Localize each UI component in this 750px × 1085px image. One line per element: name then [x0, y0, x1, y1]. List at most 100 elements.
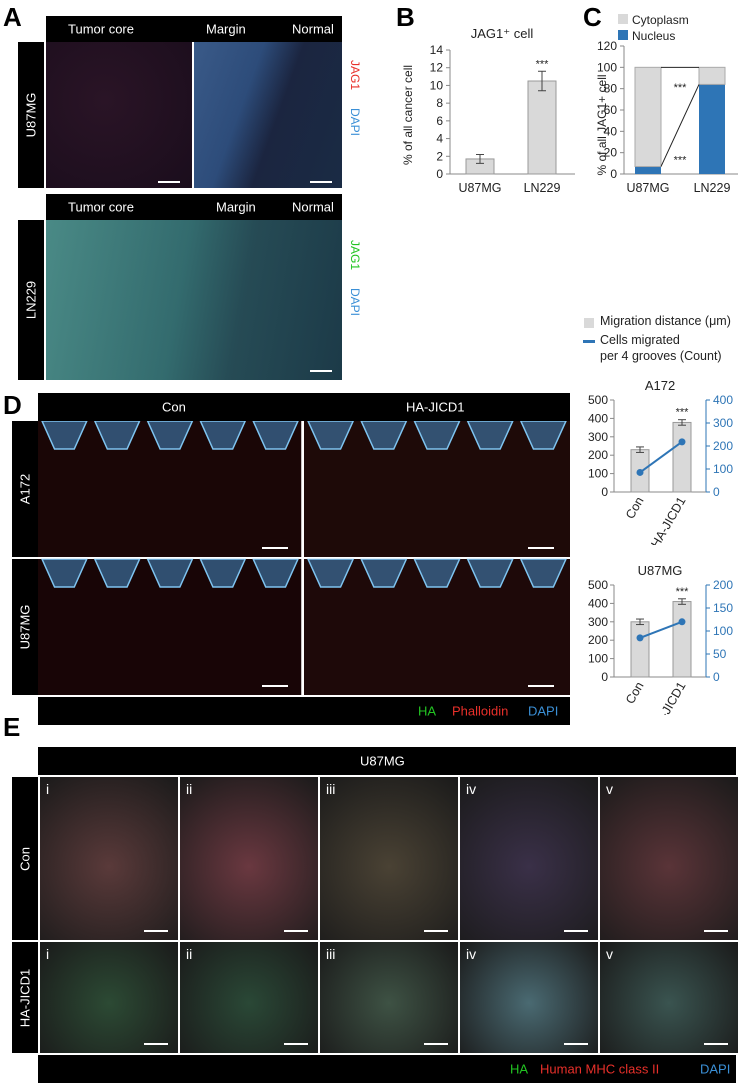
legend-nucleus: Nucleus	[632, 29, 675, 43]
row-label-a172: A172	[17, 473, 33, 505]
y-tick-label: 0	[436, 167, 443, 181]
tile-numeral: iii	[326, 781, 336, 797]
groove	[146, 558, 194, 588]
micrograph-e-ha-jicd1-v: v	[600, 942, 738, 1053]
bar	[527, 80, 557, 175]
tile-numeral: iv	[466, 781, 477, 797]
stain-dapi: DAPI	[528, 703, 559, 719]
line-point	[636, 634, 644, 642]
scale-bar	[284, 1043, 308, 1045]
y-tick-label: 8	[436, 96, 443, 110]
legend-cytoplasm-swatch	[618, 14, 628, 24]
panel-e-title: U87MG	[360, 753, 405, 769]
y-tick-label: 6	[436, 114, 443, 128]
legend-cells-migrated: Cells migrated	[600, 333, 680, 347]
panel-a-row2-header: Tumor core Margin Normal	[46, 194, 342, 220]
stain-dapi: DAPI	[700, 1061, 731, 1077]
chart-d-a172: A172 0 100 200 300 400 500 0 100 200 300 400 Con HA-…	[588, 378, 733, 545]
micrograph-e-con-ii: ii	[180, 777, 318, 940]
y2-tick-label: 150	[713, 601, 733, 615]
significance-label: ***	[676, 407, 690, 419]
scale-bar	[310, 181, 332, 183]
y-tick-label: 100	[588, 652, 608, 666]
micrograph-e-ha-jicd1-iii: iii	[320, 942, 458, 1053]
row-label-con: Con	[17, 846, 33, 871]
chart-d-u87mg-title: U87MG	[638, 563, 683, 578]
y-tick-label: 400	[588, 596, 608, 610]
y-tick-label: 0	[601, 670, 608, 684]
chart-d-u87mg: U87MG 0 100 200 300 400 500 0 50 100 150 200 Con HA-…	[588, 563, 733, 715]
scale-bar	[262, 547, 288, 549]
line-point	[636, 468, 644, 476]
x-tick-label: U87MG	[626, 181, 669, 195]
y-tick-label: 2	[436, 149, 443, 163]
y2-tick-label: 200	[713, 578, 733, 592]
bar-nucleus	[699, 84, 725, 174]
panel-letter-d: D	[3, 390, 22, 420]
y2-tick-label: 400	[713, 393, 733, 407]
stain-ha: HA	[418, 703, 437, 719]
bar	[672, 421, 692, 493]
micrograph-u87mg-tumor-core	[46, 42, 192, 188]
y-tick-label: 60	[604, 103, 618, 117]
tile-numeral: i	[46, 781, 50, 797]
micrograph-e-con-iv: iv	[460, 777, 598, 940]
y-tick-label: 20	[604, 146, 618, 160]
groove	[40, 558, 88, 588]
chart-d-a172-title: A172	[645, 378, 675, 393]
row-label-ln229: LN229	[23, 280, 39, 320]
y-tick-label: 14	[430, 43, 444, 57]
panel-a-row2-side: LN229	[18, 220, 44, 380]
stain-legend-a2: JAG1 DAPI	[348, 240, 366, 316]
line-point	[678, 618, 686, 626]
groove	[199, 421, 247, 450]
x-tick-label: U87MG	[458, 181, 501, 195]
tile-numeral: v	[606, 781, 613, 797]
scale-bar	[262, 685, 288, 687]
chart-d-a172-plot: 0 100 200 300 400 500 0 100 200 300 400 Con HA-JICD1…	[588, 393, 733, 545]
x-tick-label: Con	[623, 679, 647, 706]
chart-b: JAG1⁺ cell % of all cancer cell 0 2 4 6 8 10 1…	[401, 26, 575, 195]
x-tick-label: HA-JICD1	[648, 679, 688, 715]
chart-c-plot: 0 20 40 60 80 100 120 U87MG LN229 *** ***	[597, 39, 738, 195]
groove	[413, 558, 461, 588]
y2-tick-label: 100	[713, 462, 733, 476]
y2-tick-label: 50	[713, 647, 727, 661]
panel-a-row1-side: U87MG	[18, 42, 44, 188]
x-tick-label: LN229	[524, 181, 561, 195]
x-tick-label: LN229	[694, 181, 731, 195]
y-tick-label: 400	[588, 411, 608, 425]
x-tick-label: HA-JICD1	[648, 494, 688, 545]
tile-numeral: i	[46, 946, 50, 962]
bar-nucleus	[635, 166, 661, 174]
legend-bar-swatch	[584, 318, 594, 328]
y-tick-label: 500	[588, 578, 608, 592]
y-tick-label: 200	[588, 633, 608, 647]
tile-numeral: iv	[466, 946, 477, 962]
header-ha-jicd1: HA-JICD1	[406, 399, 465, 415]
scale-bar	[564, 1043, 588, 1045]
header-tumor-core: Tumor core	[68, 199, 134, 215]
panel-e-header: U87MG	[38, 747, 736, 775]
series-line	[639, 441, 683, 474]
panel-letter-e: E	[3, 712, 21, 742]
bar	[630, 621, 650, 678]
stain-jag1: JAG1	[348, 240, 362, 271]
line-point	[678, 438, 686, 446]
header-tumor-core: Tumor core	[68, 21, 134, 37]
groove	[413, 421, 461, 450]
micrograph-ln229	[46, 220, 342, 380]
legend-cytoplasm: Cytoplasm	[632, 13, 689, 27]
y-tick-label: 0	[601, 485, 608, 499]
chart-b-plot: 0 2 4 6 8 10 12 14 U87MG LN229 ***	[430, 43, 575, 195]
groove	[93, 421, 141, 450]
stain-human-mhc: Human MHC class II	[540, 1061, 660, 1077]
panel-e-side-con: Con	[12, 777, 38, 940]
significance-label: ***	[536, 58, 550, 70]
x-tick-label: Con	[623, 494, 647, 521]
bar	[672, 601, 692, 678]
panel-e-side-ha-jicd1: HA-JICD1	[12, 942, 38, 1053]
panel-a-row1-header: Tumor core Margin Normal	[46, 16, 342, 42]
legend-line-swatch	[583, 340, 595, 343]
panel-letter-c: C	[583, 2, 602, 32]
